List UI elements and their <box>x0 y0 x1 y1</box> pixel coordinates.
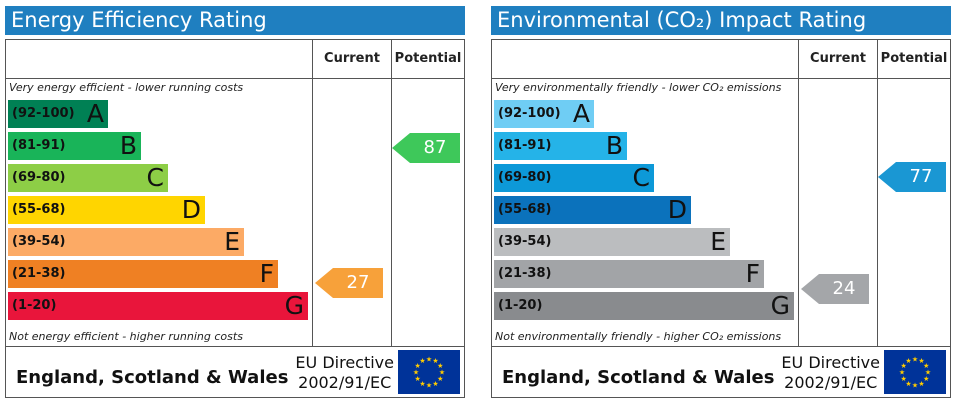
energy-band-g: (1-20) G <box>8 292 308 320</box>
eu-star-icon: ★ <box>925 369 931 377</box>
energy-chart-frame: Current Potential Very energy efficient … <box>5 39 465 398</box>
energy-band-a: (92-100) A <box>8 100 108 128</box>
eu-star-icon: ★ <box>419 380 425 388</box>
eu-star-icon: ★ <box>439 369 445 377</box>
eu-star-icon: ★ <box>899 369 905 377</box>
eu-star-icon: ★ <box>912 382 918 390</box>
environment-footer-region: England, Scotland & Wales <box>502 367 775 388</box>
energy-current-header: Current <box>324 51 380 66</box>
energy-band-b: (81-91) B <box>8 132 141 160</box>
eu-star-icon: ★ <box>901 375 907 383</box>
eu-star-icon: ★ <box>437 362 443 370</box>
energy-band-f: (21-38) F <box>8 260 278 288</box>
environment-potential-arrow: 77 <box>878 162 946 192</box>
eu-star-icon: ★ <box>918 357 924 365</box>
eu-star-icon: ★ <box>901 362 907 370</box>
eu-star-icon: ★ <box>415 362 421 370</box>
environment-eu-directive: EU Directive 2002/91/EC <box>781 353 880 392</box>
eu-star-icon: ★ <box>912 356 918 364</box>
environment-current-header: Current <box>810 51 866 66</box>
eu-star-icon: ★ <box>415 375 421 383</box>
energy-band-c: (69-80) C <box>8 164 168 192</box>
environment-bottom-note: Not environmentally friendly - higher CO… <box>495 330 782 343</box>
eu-star-icon: ★ <box>426 356 432 364</box>
eu-star-icon: ★ <box>432 380 438 388</box>
energy-bottom-note: Not energy efficient - higher running co… <box>9 330 243 343</box>
energy-rating-panel: Energy Efficiency Rating Current Potenti… <box>5 6 465 398</box>
environment-band-b: (81-91) B <box>494 132 627 160</box>
energy-potential-header: Potential <box>394 51 462 66</box>
environment-band-g: (1-20) G <box>494 292 794 320</box>
eu-star-icon: ★ <box>923 375 929 383</box>
energy-band-d: (55-68) D <box>8 196 205 224</box>
environment-band-e: (39-54) E <box>494 228 730 256</box>
eu-star-icon: ★ <box>905 380 911 388</box>
energy-panel-title: Energy Efficiency Rating <box>5 6 465 35</box>
eu-flag-icon: ★ ★ ★ ★ ★ ★ ★ ★ ★ ★ ★ ★ <box>398 350 460 394</box>
eu-star-icon: ★ <box>419 357 425 365</box>
eu-star-icon: ★ <box>437 375 443 383</box>
environment-band-a: (92-100) A <box>494 100 594 128</box>
environment-panel-title: Environmental (CO₂) Impact Rating <box>491 6 951 35</box>
eu-star-icon: ★ <box>426 382 432 390</box>
energy-potential-arrow: 87 <box>392 133 460 163</box>
energy-current-arrow: 27 <box>315 268 383 298</box>
energy-footer-region: England, Scotland & Wales <box>16 367 289 388</box>
eu-star-icon: ★ <box>923 362 929 370</box>
eu-star-icon: ★ <box>905 357 911 365</box>
environment-band-d: (55-68) D <box>494 196 691 224</box>
eu-star-icon: ★ <box>432 357 438 365</box>
energy-top-note: Very energy efficient - lower running co… <box>9 81 244 94</box>
energy-eu-directive: EU Directive 2002/91/EC <box>295 353 394 392</box>
environment-current-arrow: 24 <box>801 274 869 304</box>
environment-rating-panel: Environmental (CO₂) Impact Rating Curren… <box>491 6 951 398</box>
environment-top-note: Very environmentally friendly - lower CO… <box>495 81 782 94</box>
energy-band-e: (39-54) E <box>8 228 244 256</box>
environment-potential-header: Potential <box>880 51 948 66</box>
eu-star-icon: ★ <box>413 369 419 377</box>
environment-band-c: (69-80) C <box>494 164 654 192</box>
eu-star-icon: ★ <box>918 380 924 388</box>
environment-chart-frame: Current Potential Very environmentally f… <box>491 39 951 398</box>
eu-flag-icon: ★ ★ ★ ★ ★ ★ ★ ★ ★ ★ ★ ★ <box>884 350 946 394</box>
environment-band-f: (21-38) F <box>494 260 764 288</box>
